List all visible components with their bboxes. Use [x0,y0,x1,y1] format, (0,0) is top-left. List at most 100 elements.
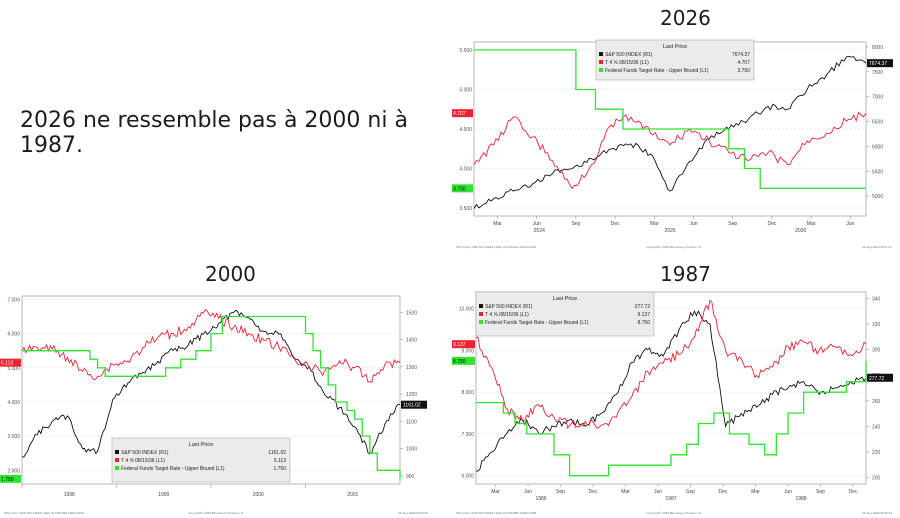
x-year-label: 1986 [535,496,546,502]
footer-left: SPX Index (S&P 500 INDEX) Daily 01JAN199… [4,511,84,515]
last-value-tag [452,184,473,193]
left-tick-label: 6.000 [7,332,20,338]
legend-swatch [599,52,603,56]
right-tick-label: 1100 [406,419,417,425]
left-tick-label: 3.500 [459,206,472,212]
legend-swatch [599,60,603,64]
last-value-label: 7674.37 [869,61,887,67]
left-tick-label: 4.500 [459,127,472,133]
x-year-label: 1999 [158,492,169,498]
last-value-label: 9.137 [453,342,466,348]
right-tick-label: 300 [872,348,881,354]
right-tick-label: 1300 [406,365,417,371]
x-tick-label: Jun [846,221,854,227]
right-tick-label: 6500 [872,120,883,126]
x-tick-label: Dec [589,489,598,495]
left-tick-label: 9.000 [461,348,474,354]
legend-label: Federal Funds Target Rate - Upper Bound … [485,320,589,326]
footer-left: SPX Index (S&P 500 INDEX) Daily 01JAN202… [456,245,537,249]
chart-title-2000: 2000 [205,262,256,286]
left-tick-label: 5.000 [7,366,20,372]
right-tick-label: 340 [872,296,881,302]
left-tick-label: 10.000 [459,307,475,313]
left-tick-label: 5.000 [459,87,472,93]
right-tick-label: 320 [872,322,881,328]
last-value-tag [452,340,475,349]
last-value-tag [867,373,893,382]
left-tick-label: 3.000 [7,434,20,440]
right-tick-label: 1400 [406,338,417,344]
x-tick-label: Dec [719,489,728,495]
last-value-tag [0,474,21,483]
right-tick-label: 7500 [872,70,883,76]
chart-2000: 2.000 3.000 4.000 5.000 6.000 7.000 900 1000 110… [0,290,432,516]
series-line-sp500 [473,55,867,209]
x-year-label: 2001 [347,492,358,498]
series-line-treasury [475,299,867,430]
x-tick-label: Mar [491,489,500,495]
right-tick-label: 1000 [406,447,417,453]
x-tick-label: Dec [849,489,858,495]
x-year-label: 1988 [795,496,806,502]
headline: 2026 ne ressemble pas à 2000 ni à 1987. [20,108,408,158]
x-tick-label: Dec [611,221,620,227]
legend-swatch [599,68,603,72]
last-value-label: 8.750 [453,359,466,365]
x-tick-label: Mar [807,221,816,227]
last-value-tag [452,109,473,118]
right-tick-label: 220 [872,450,881,456]
legend-box [475,291,655,337]
legend-swatch [479,304,483,308]
last-value-label: 5.113 [1,361,13,367]
series-line-fedfunds [474,49,866,189]
series-line-treasury [21,308,401,384]
x-tick-label: Jun [533,221,541,227]
legend-swatch [479,320,483,324]
legend-value: 1161.02 [268,450,286,456]
last-value-tag [867,59,893,68]
last-value-label: 1161.02 [403,403,421,409]
footer-center: Copyright© 2026 Bloomberg Finance L.P. [646,511,701,515]
footer-right: 24-Aug-2026 09:25:34 [862,511,892,515]
x-year-label: 2026 [795,228,806,234]
left-tick-label: 5.500 [459,48,472,54]
right-tick-label: 240 [872,424,881,430]
legend-value: 4.707 [737,60,750,66]
legend-value: 5.113 [274,458,286,464]
right-tick-label: 260 [872,399,881,405]
legend-header: Last Price [553,296,577,302]
left-tick-label: 7.000 [7,297,20,303]
legend-swatch [115,458,119,462]
legend-label: S&P 500 INDEX (R1) [485,304,533,310]
left-tick-label: 8.000 [461,390,474,396]
footer-right: 24-Aug-2026 09:27:01 [862,245,892,249]
legend-box [111,437,291,483]
x-tick-label: Mar [751,489,760,495]
right-tick-label: 8000 [872,45,883,51]
series-line-fedfunds [22,315,401,479]
x-year-label: 2000 [253,492,264,498]
footer-center: Copyright© 2026 Bloomberg Finance L.P. [646,245,701,249]
x-tick-label: Sep [728,221,737,227]
x-tick-label: Jun [654,489,662,495]
legend-header: Last Price [663,44,687,50]
x-tick-label: Dec [767,221,776,227]
last-value-label: 3.750 [453,186,466,192]
last-value-tag [401,400,427,409]
x-tick-label: Sep [816,489,825,495]
legend-value: 7674.37 [732,52,750,58]
x-tick-label: Sep [556,489,565,495]
last-value-label: 1.750 [1,477,14,483]
legend-value: 1.750 [273,466,286,472]
x-tick-label: Mar [493,221,502,227]
x-year-label: 1998 [64,492,75,498]
footer-right: 24-Aug-2026 09:24:45 [398,511,428,515]
x-tick-label: Jun [784,489,792,495]
legend-value: 277.72 [635,304,651,310]
right-tick-label: 6000 [872,144,883,150]
series-line-sp500 [21,309,401,458]
last-value-tag [0,358,21,367]
x-tick-label: Sep [686,489,695,495]
last-value-label: 4.707 [453,111,466,117]
legend-swatch [479,312,483,316]
